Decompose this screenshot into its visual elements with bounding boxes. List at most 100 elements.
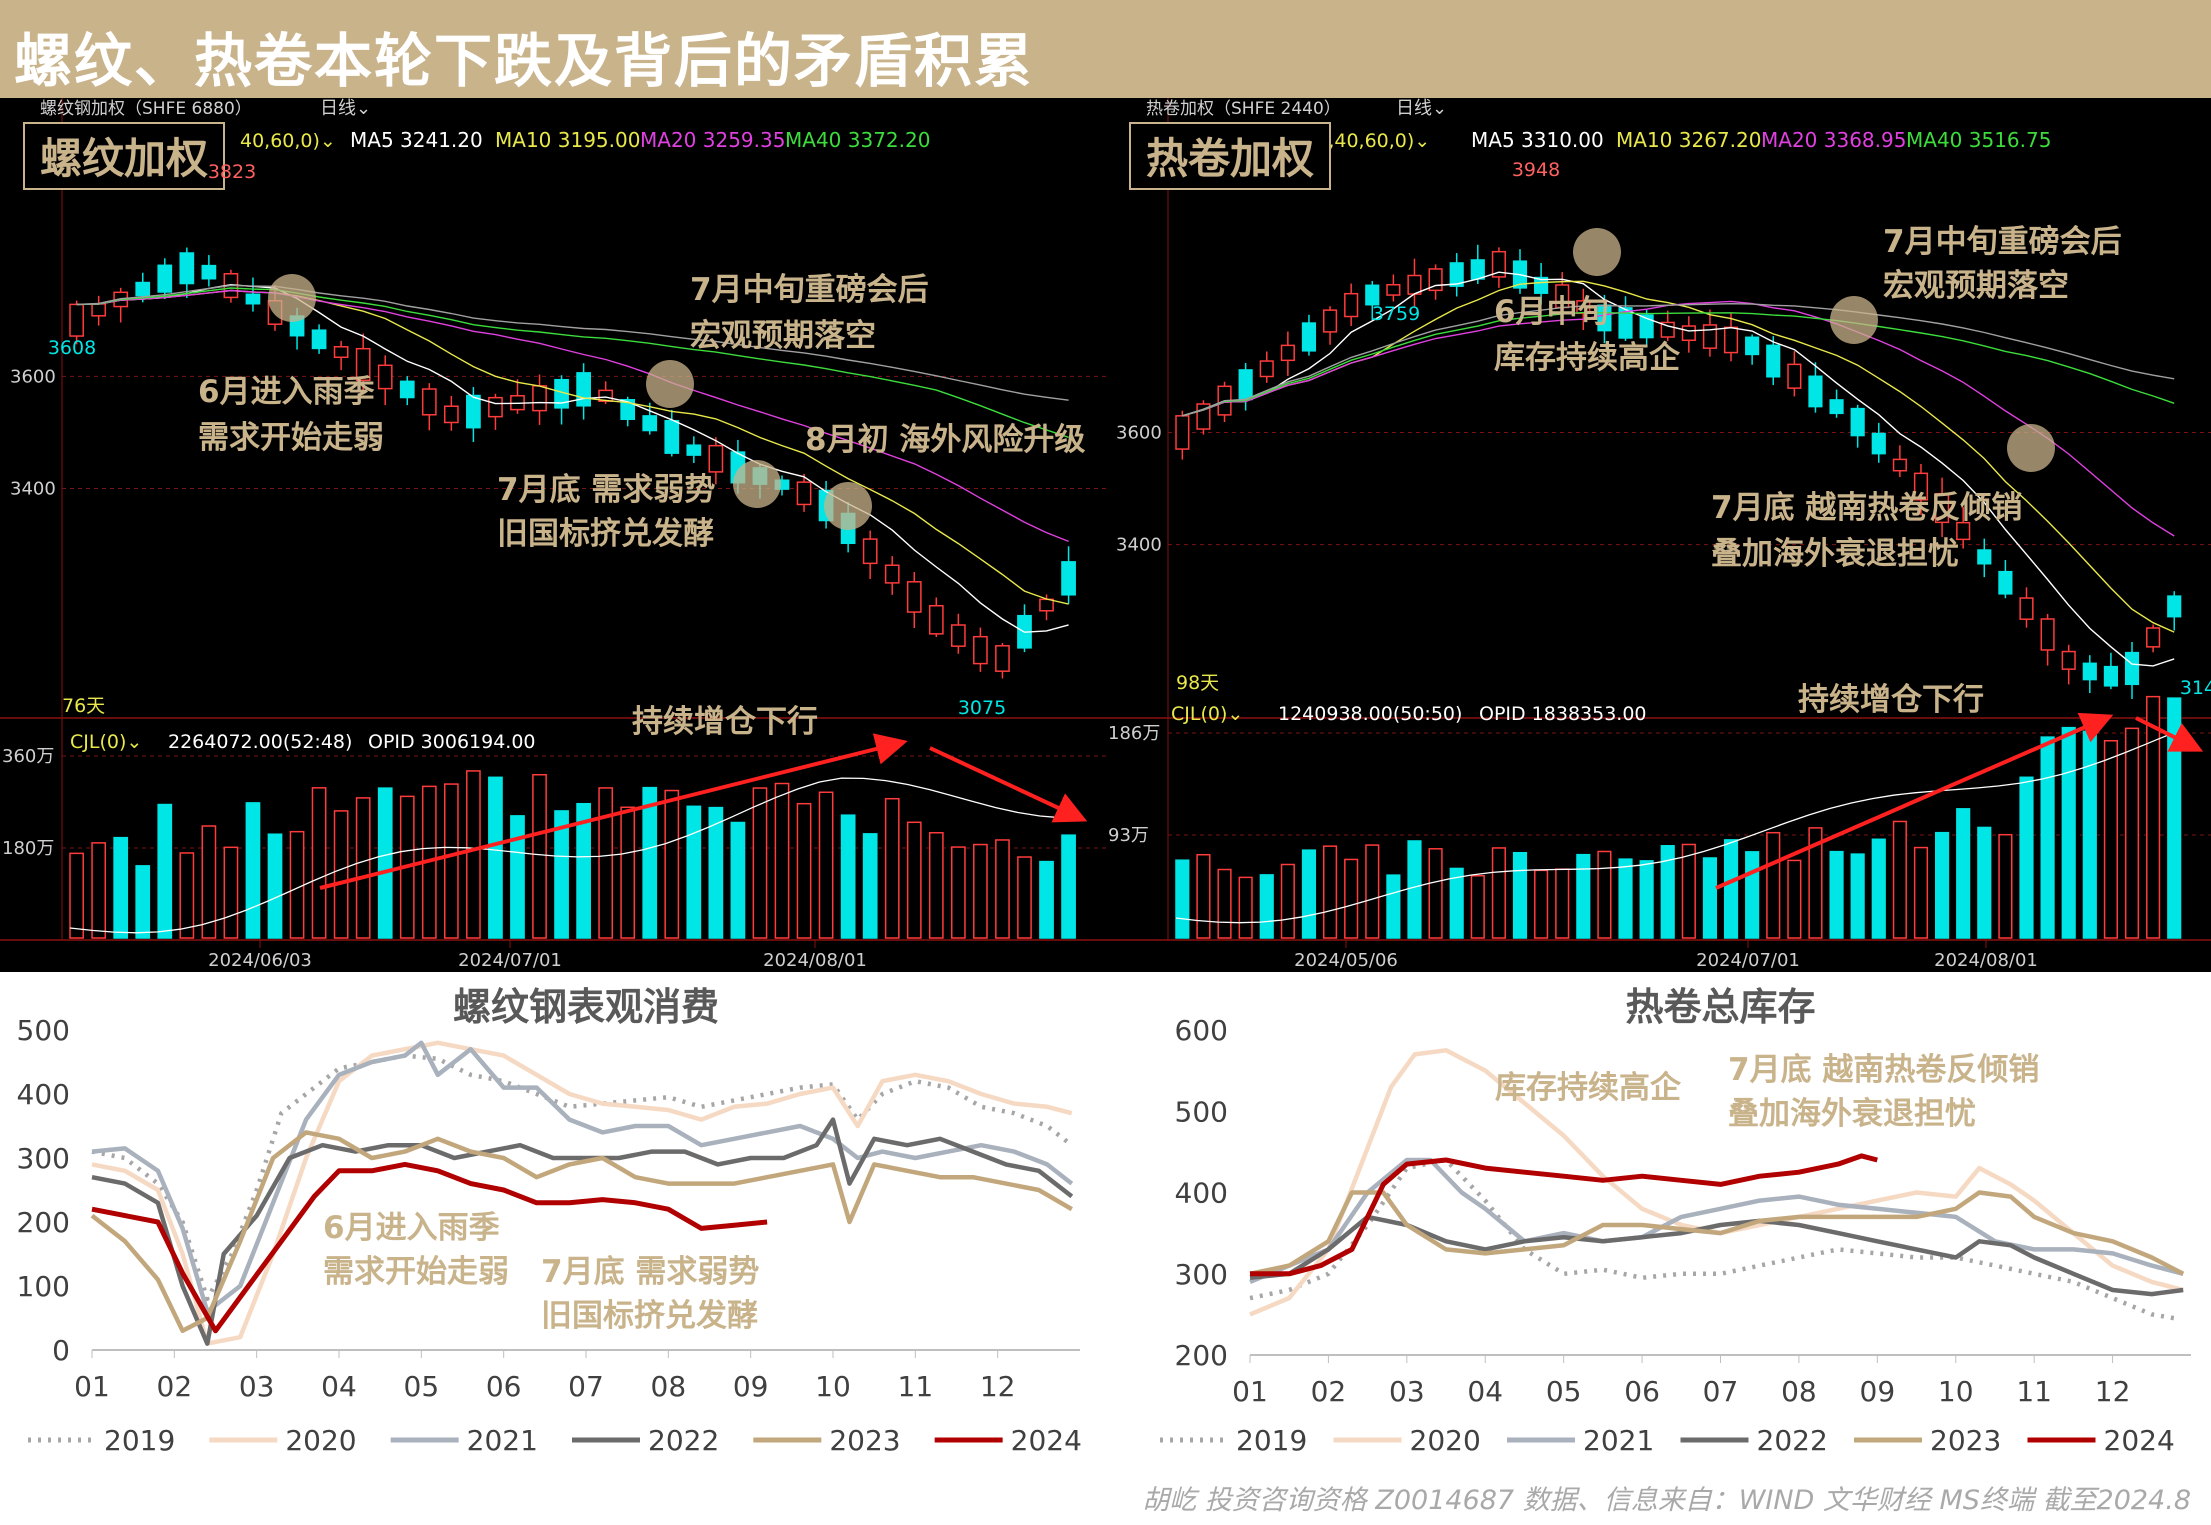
candle xyxy=(1618,307,1633,339)
ma-value: MA20 3259.35 xyxy=(640,128,785,152)
candle xyxy=(2103,665,2118,687)
annotation: 需求开始走弱 xyxy=(198,420,384,456)
ma-line xyxy=(1182,271,2175,667)
volume-bar xyxy=(1723,839,1739,939)
price-tick: 3400 xyxy=(1116,535,1162,556)
highlight-circle xyxy=(268,274,316,322)
highlight-circle xyxy=(646,360,694,408)
chart-annotation: 旧国标挤兑发酵 xyxy=(541,1298,758,1334)
volume-bar xyxy=(2061,726,2076,939)
volume-bar xyxy=(488,776,503,939)
y-tick: 300 xyxy=(1175,1258,1228,1291)
candle xyxy=(862,538,878,565)
highlight-circle xyxy=(824,482,872,530)
bars-count: 98天 xyxy=(1176,672,1219,694)
volume-bar xyxy=(1470,874,1485,939)
candles xyxy=(69,247,1076,679)
chart-annotation: 6月进入雨季 xyxy=(323,1210,500,1246)
date-tick: 2024/07/01 xyxy=(458,950,562,971)
volume-bar xyxy=(267,833,283,939)
volume-bar xyxy=(1618,858,1633,939)
annotation: 叠加海外衰退担忧 xyxy=(1711,536,1959,572)
legend-label: 2021 xyxy=(467,1424,538,1457)
volume-bar xyxy=(708,806,724,939)
volume-bar xyxy=(1977,826,1992,939)
ma-value: MA10 3267.20 xyxy=(1616,128,1761,152)
legend-label: 2022 xyxy=(1757,1424,1828,1457)
candle xyxy=(1470,259,1485,280)
ma-line xyxy=(76,287,1069,438)
ma-value: MA40 3372.20 xyxy=(785,128,930,152)
x-tick: 11 xyxy=(898,1370,934,1403)
x-tick: 05 xyxy=(404,1370,440,1403)
x-tick: 06 xyxy=(1624,1375,1660,1408)
volume-bar xyxy=(1871,838,1886,939)
candle xyxy=(1871,432,1886,455)
volume-bar xyxy=(1956,808,1971,939)
vol-tick: 93万 xyxy=(1108,825,1149,846)
series-line xyxy=(91,1161,768,1334)
annotation: 6月中旬 xyxy=(1494,294,1609,330)
legend-label: 2022 xyxy=(648,1424,719,1457)
candle xyxy=(1787,363,1802,389)
volume-bar xyxy=(730,821,746,939)
price-tick: 3600 xyxy=(10,366,56,387)
y-tick: 0 xyxy=(52,1334,70,1367)
volume-bar xyxy=(554,810,569,939)
volume-bar xyxy=(796,802,812,939)
highlight-circle xyxy=(1830,296,1878,344)
volume-bar xyxy=(510,815,525,939)
bars-count: 76天 xyxy=(62,695,105,717)
x-tick: 10 xyxy=(815,1370,851,1403)
candle xyxy=(576,372,591,407)
volume-bar xyxy=(1512,851,1528,939)
date-tick: 2024/06/03 xyxy=(208,950,312,971)
volume-bar xyxy=(1660,845,1675,939)
candle xyxy=(1702,324,1718,349)
vol-tick: 186万 xyxy=(1108,723,1160,744)
candles xyxy=(1175,244,2182,700)
candle xyxy=(1280,344,1295,362)
legend-label: 2020 xyxy=(285,1424,356,1457)
volume-bar xyxy=(466,770,481,939)
volume-bar xyxy=(1850,853,1865,939)
volume-bar xyxy=(1597,850,1612,939)
series-line xyxy=(1249,1214,2184,1297)
x-tick: 08 xyxy=(1781,1375,1817,1408)
ma-value: MA5 3310.00 xyxy=(1471,128,1604,152)
x-tick: 01 xyxy=(74,1370,110,1403)
volume-bar xyxy=(1534,869,1549,939)
candle xyxy=(91,303,107,317)
volume-bar xyxy=(91,842,107,939)
date-tick: 2024/05/06 xyxy=(1294,950,1398,971)
volume-bar xyxy=(1365,844,1380,939)
candle xyxy=(950,624,966,647)
chart-annotation: 7月底 需求弱势 xyxy=(541,1254,759,1290)
vol-value: 1240938.00(50:50) xyxy=(1278,703,1462,725)
y-tick: 500 xyxy=(17,1014,70,1047)
candle xyxy=(1892,458,1907,472)
candle xyxy=(466,394,481,429)
candle xyxy=(906,581,922,613)
chart-title: 螺纹钢表观消费 xyxy=(453,985,719,1029)
series-line xyxy=(90,1130,1073,1334)
opid-value: OPID 1838353.00 xyxy=(1479,703,1647,725)
volume-bar xyxy=(774,782,790,939)
x-tick: 07 xyxy=(568,1370,604,1403)
volume-bar xyxy=(1808,827,1823,939)
volume-bar xyxy=(1196,853,1211,939)
x-tick: 12 xyxy=(980,1370,1016,1403)
annotation: 持续增仓下行 xyxy=(1798,682,1984,718)
candle xyxy=(1723,326,1739,354)
vol-tick: 360万 xyxy=(2,746,54,767)
open-interest-line xyxy=(1175,734,2169,924)
volume-bar xyxy=(1301,849,1317,939)
volume-bar xyxy=(928,831,944,939)
volume-bar xyxy=(289,830,305,939)
volume-bar xyxy=(1998,833,2013,939)
volume-bar xyxy=(2167,697,2182,939)
volume-bar xyxy=(1576,853,1591,939)
volume-bar xyxy=(223,846,239,939)
y-tick: 500 xyxy=(1175,1095,1228,1128)
candle xyxy=(973,635,988,665)
